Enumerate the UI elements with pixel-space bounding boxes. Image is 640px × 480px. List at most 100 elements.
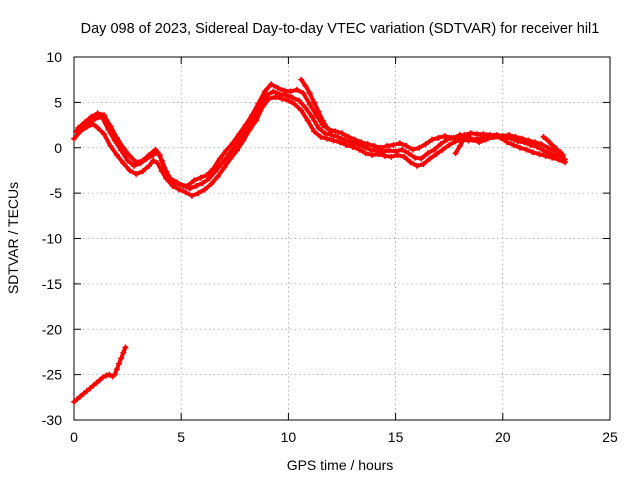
data-point-marker — [285, 97, 292, 104]
data-point-marker — [122, 344, 129, 351]
data-point-marker — [429, 136, 436, 143]
data-point-marker — [216, 155, 223, 162]
data-point-marker — [225, 152, 232, 159]
data-point-marker — [195, 190, 202, 197]
data-point-marker — [486, 132, 493, 139]
data-point-marker — [278, 95, 285, 102]
data-point-marker — [482, 136, 489, 143]
data-point-marker — [435, 134, 442, 141]
data-layer — [71, 76, 568, 405]
data-point-marker — [345, 133, 352, 140]
data-point-marker — [538, 141, 545, 148]
data-point-marker — [74, 396, 81, 403]
data-point-marker — [390, 142, 397, 149]
data-point-marker — [339, 130, 345, 137]
data-point-marker — [300, 90, 307, 97]
data-point-marker — [214, 173, 221, 180]
data-point-marker — [293, 86, 300, 93]
data-point-marker — [203, 171, 210, 178]
data-point-marker — [328, 128, 335, 135]
data-point-marker — [71, 135, 77, 142]
data-point-marker — [255, 100, 262, 107]
data-point-marker — [366, 146, 373, 153]
data-point-marker — [330, 137, 337, 144]
data-point-marker — [298, 107, 305, 114]
data-point-marker — [96, 377, 103, 384]
data-point-marker — [369, 152, 376, 159]
data-point-marker — [396, 140, 403, 147]
x-tick-label: 15 — [388, 429, 404, 445]
y-tick-label: -25 — [42, 367, 62, 383]
data-point-marker — [270, 88, 277, 95]
data-point-marker — [512, 133, 519, 140]
data-point-marker — [308, 113, 315, 120]
data-point-marker — [403, 142, 410, 149]
data-point-marker — [146, 152, 153, 159]
data-point-marker — [139, 157, 146, 164]
data-point-marker — [276, 91, 283, 98]
data-point-marker — [418, 155, 425, 162]
data-point-marker — [409, 146, 416, 153]
data-point-marker — [553, 152, 560, 159]
data-point-marker — [171, 180, 178, 187]
data-point-marker — [210, 165, 217, 172]
data-point-marker — [88, 113, 95, 120]
data-point-marker — [379, 148, 386, 155]
data-point-marker — [433, 151, 440, 158]
data-point-marker — [94, 124, 101, 131]
data-point-marker — [452, 150, 459, 157]
data-point-marker — [392, 148, 399, 155]
data-point-marker — [101, 131, 108, 138]
data-point-marker — [227, 155, 234, 162]
series-track-5 — [453, 134, 471, 156]
data-point-marker — [118, 355, 125, 362]
y-tick-label: -30 — [42, 412, 62, 428]
grid-lines — [74, 57, 610, 420]
data-point-marker — [506, 132, 513, 139]
data-point-marker — [261, 88, 268, 95]
data-point-marker — [405, 150, 412, 157]
data-point-marker — [107, 142, 114, 149]
data-point-marker — [437, 141, 444, 148]
data-point-marker — [426, 155, 433, 162]
data-point-marker — [441, 132, 448, 139]
data-point-marker — [525, 137, 532, 144]
data-point-marker — [146, 162, 153, 169]
data-point-marker — [90, 382, 97, 389]
data-point-marker — [540, 133, 547, 140]
data-point-marker — [94, 110, 101, 117]
data-point-marker — [474, 131, 481, 138]
data-point-marker — [281, 87, 288, 94]
axis-ticks — [73, 56, 611, 421]
data-point-marker — [358, 139, 365, 146]
data-point-marker — [336, 139, 343, 146]
data-point-marker — [120, 144, 127, 151]
data-point-marker — [193, 182, 200, 189]
data-point-marker — [272, 93, 279, 100]
data-point-marker — [516, 144, 523, 151]
data-point-marker — [197, 174, 204, 181]
data-point-marker — [416, 144, 423, 151]
data-point-marker — [347, 139, 354, 146]
y-tick-label: -10 — [42, 231, 62, 247]
data-point-marker — [371, 142, 378, 149]
data-point-marker — [546, 150, 553, 157]
data-point-marker — [561, 156, 568, 163]
data-point-marker — [323, 135, 330, 142]
data-point-marker — [431, 146, 438, 153]
data-point-marker — [401, 153, 408, 160]
data-point-marker — [544, 144, 551, 151]
data-point-marker — [218, 160, 225, 167]
data-point-marker — [182, 189, 189, 196]
data-point-marker — [302, 104, 309, 111]
data-point-marker — [456, 142, 463, 149]
x-tick-label: 5 — [177, 429, 185, 445]
data-point-marker — [73, 128, 80, 135]
data-point-marker — [364, 141, 371, 148]
data-point-marker — [424, 150, 431, 157]
data-point-marker — [184, 182, 191, 189]
data-point-marker — [306, 101, 313, 108]
data-point-marker — [529, 149, 536, 156]
data-point-marker — [152, 146, 159, 153]
